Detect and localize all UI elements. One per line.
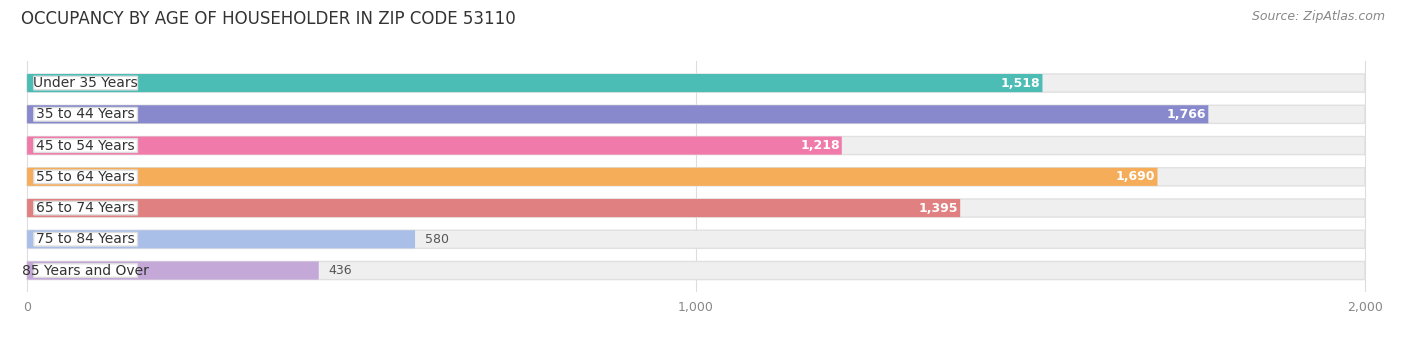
Text: Under 35 Years: Under 35 Years <box>34 76 138 90</box>
FancyBboxPatch shape <box>34 170 138 184</box>
FancyBboxPatch shape <box>34 201 138 215</box>
Text: 55 to 64 Years: 55 to 64 Years <box>37 170 135 184</box>
Text: 75 to 84 Years: 75 to 84 Years <box>37 232 135 246</box>
FancyBboxPatch shape <box>34 264 138 277</box>
FancyBboxPatch shape <box>27 136 1365 155</box>
FancyBboxPatch shape <box>27 261 1365 279</box>
FancyBboxPatch shape <box>1118 170 1154 183</box>
Text: 85 Years and Over: 85 Years and Over <box>22 264 149 277</box>
FancyBboxPatch shape <box>27 74 1365 92</box>
FancyBboxPatch shape <box>27 105 1208 123</box>
FancyBboxPatch shape <box>34 76 138 90</box>
Text: 65 to 74 Years: 65 to 74 Years <box>37 201 135 215</box>
FancyBboxPatch shape <box>801 139 838 152</box>
FancyBboxPatch shape <box>27 168 1157 186</box>
Text: 1,766: 1,766 <box>1167 108 1206 121</box>
Text: 436: 436 <box>329 264 353 277</box>
FancyBboxPatch shape <box>27 230 415 248</box>
FancyBboxPatch shape <box>27 261 319 279</box>
FancyBboxPatch shape <box>1002 76 1039 90</box>
FancyBboxPatch shape <box>27 136 842 155</box>
FancyBboxPatch shape <box>27 199 960 217</box>
FancyBboxPatch shape <box>27 74 1042 92</box>
Text: 580: 580 <box>425 233 449 246</box>
FancyBboxPatch shape <box>34 107 138 121</box>
FancyBboxPatch shape <box>34 233 138 246</box>
FancyBboxPatch shape <box>27 199 1365 217</box>
Text: 1,690: 1,690 <box>1116 170 1156 183</box>
Text: 1,518: 1,518 <box>1001 76 1040 89</box>
Text: 45 to 54 Years: 45 to 54 Years <box>37 139 135 153</box>
FancyBboxPatch shape <box>27 105 1365 123</box>
Text: 1,395: 1,395 <box>918 202 957 215</box>
FancyBboxPatch shape <box>1168 108 1205 121</box>
Text: 1,218: 1,218 <box>800 139 839 152</box>
FancyBboxPatch shape <box>920 202 957 215</box>
Text: 35 to 44 Years: 35 to 44 Years <box>37 107 135 121</box>
Text: OCCUPANCY BY AGE OF HOUSEHOLDER IN ZIP CODE 53110: OCCUPANCY BY AGE OF HOUSEHOLDER IN ZIP C… <box>21 10 516 28</box>
FancyBboxPatch shape <box>27 230 1365 248</box>
Text: Source: ZipAtlas.com: Source: ZipAtlas.com <box>1251 10 1385 23</box>
FancyBboxPatch shape <box>34 139 138 152</box>
FancyBboxPatch shape <box>27 168 1365 186</box>
